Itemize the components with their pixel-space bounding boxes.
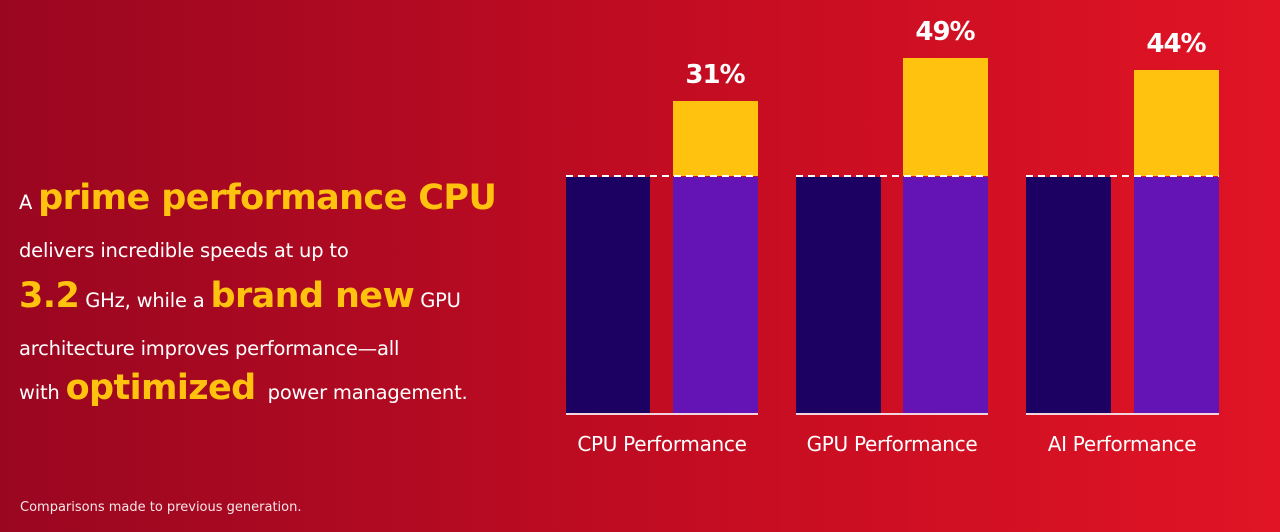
headline-text: GPU xyxy=(420,289,461,312)
footnote: Comparisons made to previous generation. xyxy=(20,500,302,515)
gpu-improvement-bar xyxy=(903,58,988,176)
headline-text: A xyxy=(19,191,33,214)
cpu-previous-bar xyxy=(566,177,650,414)
ai-value-label: 44% xyxy=(1146,29,1206,59)
gpu-baseline-bar xyxy=(903,177,988,414)
headline-text: GHz, while a xyxy=(85,289,205,312)
ai-baseline-bar xyxy=(1134,177,1219,414)
cpu-improvement-bar xyxy=(673,101,758,176)
headline-highlight: 3.2 xyxy=(19,276,80,316)
cpu-baseline-bar xyxy=(673,177,758,414)
headline-line-1: A prime performance CPU xyxy=(19,178,497,218)
cpu-axis-line xyxy=(566,413,758,415)
gpu-axis-line xyxy=(796,413,988,415)
cpu-value-label: 31% xyxy=(685,60,745,90)
gpu-category-label: GPU Performance xyxy=(806,432,978,456)
headline-line-4: architecture improves performance—all xyxy=(19,337,399,360)
ai-category-label: AI Performance xyxy=(1047,432,1197,456)
gpu-previous-level-line xyxy=(796,175,988,177)
headline-line-3: 3.2 GHz, while a brand new GPU xyxy=(19,276,461,316)
headline-text: delivers incredible speeds at up to xyxy=(19,239,349,262)
headline-highlight: optimized xyxy=(65,368,257,408)
ai-improvement-bar xyxy=(1134,70,1219,176)
gpu-previous-bar xyxy=(796,177,881,414)
headline-line-5: with optimized power management. xyxy=(19,368,468,408)
ai-axis-line xyxy=(1026,413,1219,415)
cpu-previous-level-line xyxy=(566,175,758,177)
headline-highlight: brand new xyxy=(210,276,415,316)
gpu-value-label: 49% xyxy=(915,17,975,47)
cpu-category-label: CPU Performance xyxy=(577,432,747,456)
headline-text: with xyxy=(19,381,60,404)
ai-previous-bar xyxy=(1026,177,1111,414)
headline-line-2: delivers incredible speeds at up to xyxy=(19,239,349,262)
headline-text: power management. xyxy=(267,381,468,404)
headline-highlight: prime performance CPU xyxy=(38,178,497,218)
headline-text: architecture improves performance—all xyxy=(19,337,400,360)
ai-previous-level-line xyxy=(1026,175,1219,177)
